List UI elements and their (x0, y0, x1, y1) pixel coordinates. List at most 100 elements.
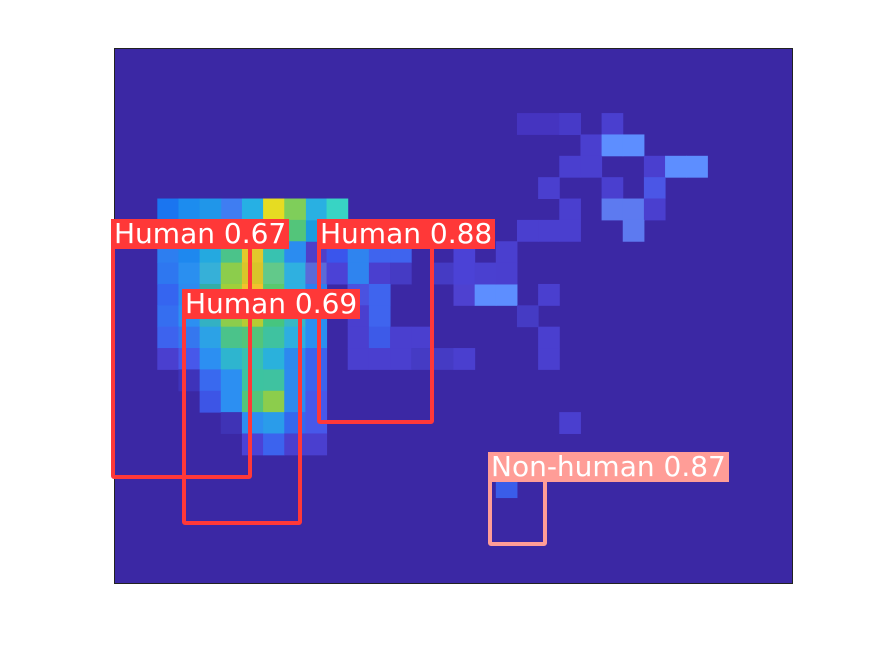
heatmap-cell (432, 262, 454, 285)
heatmap-cell (474, 283, 497, 306)
heatmap-cell (199, 326, 222, 349)
heatmap-cell (411, 326, 433, 349)
heatmap-cell (538, 283, 560, 306)
heatmap-cell (474, 262, 497, 285)
heatmap-cell (495, 262, 518, 285)
bounding-box-non-human (488, 478, 547, 546)
heatmap-cell (326, 262, 349, 285)
heatmap-cell (390, 348, 412, 370)
heatmap-cell (178, 262, 201, 285)
heatmap-cell (643, 177, 666, 200)
heatmap-cell (263, 369, 285, 392)
heatmap-cell (622, 219, 645, 242)
heatmap-cell (580, 134, 603, 157)
heatmap-cell (157, 326, 179, 349)
heatmap-cell (538, 348, 560, 370)
heatmap-cell (241, 369, 264, 392)
detection-label-non-human: Non-human 0.87 (488, 452, 729, 482)
heatmap-cell (601, 113, 624, 135)
heatmap-cell (263, 390, 285, 413)
heatmap-cell (284, 241, 306, 264)
heatmap-cell (263, 412, 285, 434)
heatmap-cell (241, 198, 264, 221)
heatmap-cell (199, 390, 222, 413)
detection-label-human-3: Human 0.69 (182, 289, 361, 319)
heatmap-cell (453, 348, 476, 370)
heatmap-cell (305, 198, 328, 221)
heatmap-cell (178, 198, 201, 221)
heatmap-cell (368, 262, 391, 285)
heatmap-cell (516, 113, 539, 135)
heatmap-cell (347, 348, 370, 370)
heatmap-cell (559, 412, 581, 434)
detection-label-human-2: Human 0.88 (317, 219, 496, 249)
bounding-box-human-3 (182, 314, 302, 525)
heatmap-cell (538, 219, 560, 242)
heatmap-cell (326, 198, 349, 221)
heatmap-cell (305, 433, 328, 456)
heatmap-cell (601, 134, 624, 157)
heatmap-cell (390, 326, 412, 349)
heatmap-cell (643, 155, 666, 178)
heatmap-cell (347, 326, 370, 349)
heatmap-cell (559, 219, 581, 242)
heatmap-cell (263, 262, 285, 285)
heatmap-cell (580, 155, 603, 178)
heatmap-cell (347, 262, 370, 285)
heatmap-cell (199, 198, 222, 221)
heatmap-cell (263, 326, 285, 349)
heatmap-cell (643, 198, 666, 221)
heatmap-cell (368, 348, 391, 370)
heatmap-cell (622, 198, 645, 221)
detection-label-human-1: Human 0.67 (111, 219, 290, 249)
heatmap-cell (284, 262, 306, 285)
heatmap-cell (263, 433, 285, 456)
heatmap-cell (368, 283, 391, 306)
heatmap-cell (305, 390, 328, 413)
heatmap-cell (453, 283, 476, 306)
heatmap-cell (305, 369, 328, 392)
heatmap-cell (241, 390, 264, 413)
heatmap-cell (241, 412, 264, 434)
heatmap-cell (220, 262, 243, 285)
heatmap-cell (157, 348, 179, 370)
heatmap-cell (559, 113, 581, 135)
heatmap-cell (686, 155, 708, 178)
heatmap-cell (622, 134, 645, 157)
heatmap-cell (284, 219, 306, 242)
heatmap-cell (516, 219, 539, 242)
heatmap-cell (538, 177, 560, 200)
heatmap-cell (559, 198, 581, 221)
heatmap-cell (157, 283, 179, 306)
heatmap-cell (199, 262, 222, 285)
heatmap-cell (495, 283, 518, 306)
heatmap-cell (601, 198, 624, 221)
heatmap-cell (157, 198, 179, 221)
heatmap-cell (220, 412, 243, 434)
heatmap-cell (411, 348, 433, 370)
heatmap-cell (241, 326, 264, 349)
heatmap-cell (432, 348, 454, 370)
heatmap-cell (368, 305, 391, 328)
heatmap-cell (220, 348, 243, 370)
heatmap-cell (241, 348, 264, 370)
heatmap-cell (199, 348, 222, 370)
heatmap-cell (453, 262, 476, 285)
heatmap-cell (241, 262, 264, 285)
heatmap-cell (559, 155, 581, 178)
heatmap-cell (284, 198, 306, 221)
heatmap-cell (305, 412, 328, 434)
heatmap-cell (220, 369, 243, 392)
heatmap-cell (665, 155, 687, 178)
heatmap-cell (220, 198, 243, 221)
heatmap-cell (220, 326, 243, 349)
heatmap-cell (305, 348, 328, 370)
heatmap-cell (220, 390, 243, 413)
heatmap-cell (157, 305, 179, 328)
heatmap-cell (305, 262, 328, 285)
bounding-box-human-2 (317, 244, 434, 424)
heatmap-cell (538, 326, 560, 349)
heatmap-cell (263, 348, 285, 370)
heatmap-cell (538, 113, 560, 135)
